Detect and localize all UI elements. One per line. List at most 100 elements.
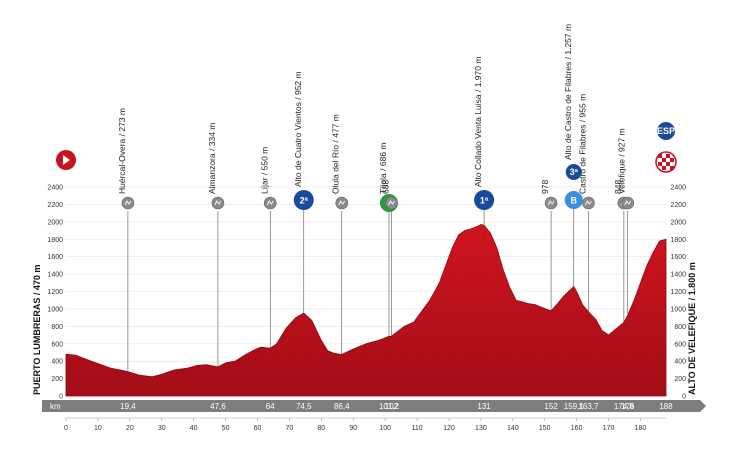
km-axis-label: km xyxy=(50,402,61,411)
bonus-badge-label: B xyxy=(571,196,578,206)
finish-flag-square xyxy=(658,154,662,158)
km-marker-label: 152 xyxy=(544,402,558,411)
km-marker-label: 163,7 xyxy=(578,402,599,411)
waypoint-label: Huércal-Overa / 273 m xyxy=(117,108,127,194)
x-tick-label: 130 xyxy=(475,425,487,432)
y-axis-right: 0 200 400 600 800 1000 1200 1400 1600 1800 2000 220… xyxy=(670,185,686,401)
mountain-icon xyxy=(388,200,395,206)
waypoint-label: 978 xyxy=(540,180,550,194)
finish-label: ALTO DE VELEFIQUE / 1.800 m xyxy=(687,262,697,395)
finish-flag-square xyxy=(670,166,674,170)
y-tick-label-right: 800 xyxy=(674,324,686,331)
y-tick-label-left: 1000 xyxy=(47,306,63,313)
x-tick-label: 40 xyxy=(190,425,198,432)
x-tick-label: 50 xyxy=(222,425,230,432)
km-marker-label: 101,2 xyxy=(379,402,400,411)
x-tick-label: 140 xyxy=(507,425,519,432)
climb-badge-label: 1ª xyxy=(480,196,489,206)
waypoint-markers: Huércal-Overa / 273 m Almanzora / 334 m Lí… xyxy=(56,24,677,372)
climb-category-label: 3ª xyxy=(570,167,579,177)
end-labels: PUERTO LUMBRERAS / 470 m ALTO DE VELEFIQU… xyxy=(32,262,697,395)
waypoint-label: Líjar / 550 m xyxy=(259,147,269,194)
y-gridlines xyxy=(66,186,666,397)
finish-flag-square xyxy=(658,162,662,166)
finish-flag-square xyxy=(662,158,666,162)
waypoint-64: Líjar / 550 m xyxy=(259,147,277,349)
esp-badge xyxy=(657,122,675,140)
y-tick-label-left: 2200 xyxy=(47,202,63,209)
x-tick-label: 110 xyxy=(411,425,422,432)
x-tick-label: 10 xyxy=(94,425,102,432)
y-tick-label-left: 200 xyxy=(51,376,63,383)
profile-area xyxy=(65,223,667,397)
mountain-icon xyxy=(266,200,274,206)
km-marker-label: 131 xyxy=(477,402,491,411)
y-tick-label-left: 1600 xyxy=(47,254,63,261)
y-tick-label-left: 800 xyxy=(51,324,63,331)
y-tick-label-right: 400 xyxy=(674,359,686,366)
x-tick-label: 60 xyxy=(254,425,262,432)
y-tick-label-right: 2400 xyxy=(670,185,686,192)
climb-category-badge xyxy=(565,164,582,180)
play-icon xyxy=(63,155,70,165)
x-tick-label: 20 xyxy=(126,425,134,432)
y-tick-label-left: 2000 xyxy=(47,219,63,226)
y-axis-left: 0 200 400 600 800 1000 1200 1400 1600 1800 2000 220… xyxy=(47,185,63,401)
y-tick-label-right: 2000 xyxy=(670,219,686,226)
x-tick-label: 170 xyxy=(603,425,615,432)
waypoint-label: Velefique / 927 m xyxy=(617,128,627,194)
waypoint-label: Alto Collado Venta Luisa / 1.970 m xyxy=(473,57,483,187)
start-badge xyxy=(56,150,76,170)
x-tick-label: 90 xyxy=(349,425,357,432)
finish-flag-square xyxy=(666,154,670,158)
waypoint-86.4: Olula del Río / 477 m xyxy=(331,114,349,355)
mountain-icon xyxy=(624,200,632,206)
km-marker-label: 176 xyxy=(621,402,635,411)
x-tick-label: 180 xyxy=(635,425,647,432)
y-tick-label-left: 1800 xyxy=(47,237,63,244)
finish-flag-square xyxy=(670,158,674,162)
km-marker-label: 86,4 xyxy=(334,402,350,411)
km-marker-label: 188 xyxy=(659,402,673,411)
waypoint-label: 848 xyxy=(613,180,623,194)
km-marker-label: 64 xyxy=(266,402,275,411)
km-marker-label: 47,6 xyxy=(210,402,226,411)
start-label: PUERTO LUMBRERAS / 470 m xyxy=(32,265,42,395)
waypoint-163.7: Castro de Filabres / 955 m xyxy=(577,94,595,312)
waypoint-102: 688 xyxy=(381,180,398,337)
climb-badge xyxy=(293,190,314,210)
y-tick-label-left: 400 xyxy=(51,359,63,366)
waypoint-label: Castro de Filabres / 955 m xyxy=(577,94,587,194)
y-tick-label-right: 1200 xyxy=(670,289,686,296)
km-marker-label: 19,4 xyxy=(120,402,136,411)
x-tick-label: 120 xyxy=(443,425,455,432)
mountain-icon xyxy=(124,200,132,206)
x-axis: 0 10 20 30 40 50 60 70 80 90 100 110 120 130 140 150 160… xyxy=(64,417,666,432)
y-tick-label-right: 2200 xyxy=(670,202,686,209)
y-tick-label-left: 1400 xyxy=(47,272,63,279)
km-bar-background xyxy=(42,400,706,412)
waypoint-label: 688 xyxy=(381,180,391,194)
y-tick-label-right: 0 xyxy=(682,394,686,401)
km-marker-label: 102 xyxy=(385,402,399,411)
x-tick-label: 150 xyxy=(539,425,551,432)
y-tick-label-left: 600 xyxy=(51,341,63,348)
mountain-icon xyxy=(338,200,346,206)
bonus-badge xyxy=(564,191,583,209)
mountain-icon xyxy=(585,200,592,206)
y-tick-label-left: 2400 xyxy=(47,185,63,192)
finish-flag-square xyxy=(662,166,666,170)
y-tick-label-right: 1000 xyxy=(670,306,686,313)
climb-badge-label: 2ª xyxy=(300,196,309,206)
elevation-profile xyxy=(65,223,667,397)
waypoint-152: 978 xyxy=(540,180,558,311)
y-tick-label-left: 1200 xyxy=(47,289,63,296)
mountain-icon xyxy=(214,200,222,206)
km-marker-label: 174,8 xyxy=(614,402,635,411)
waypoint-188: ESP xyxy=(655,122,677,173)
x-tick-label: 70 xyxy=(286,425,294,432)
finish-flag-square xyxy=(666,162,670,166)
x-tick-label: 80 xyxy=(317,425,325,432)
